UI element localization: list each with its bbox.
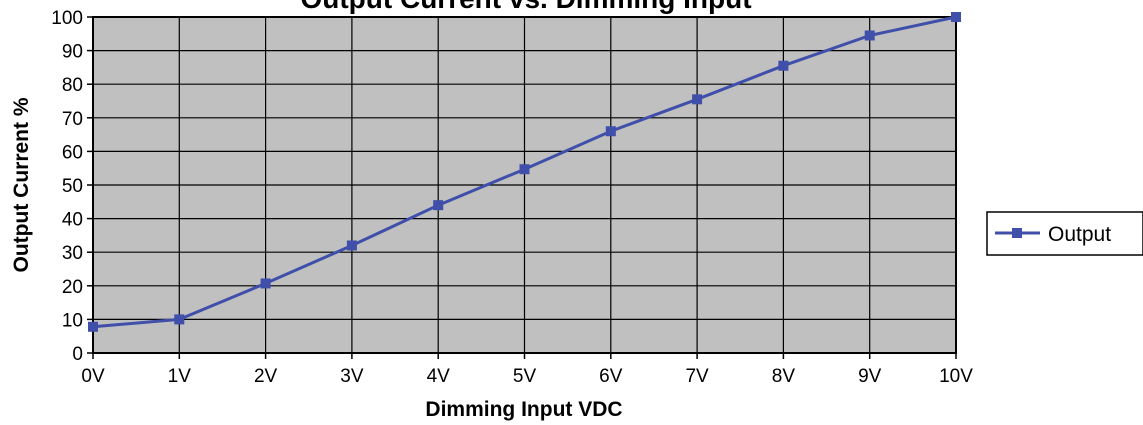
y-tick-label: 30 <box>62 243 83 264</box>
data-point-marker <box>864 30 875 41</box>
y-tick-label: 20 <box>62 277 83 298</box>
y-tick-label: 80 <box>62 75 83 96</box>
y-tick-label: 10 <box>62 310 83 331</box>
chart-title: Output Current vs. Dimming Input <box>300 0 751 14</box>
data-point-marker <box>174 314 185 325</box>
data-point-marker <box>519 164 530 175</box>
x-tick-label: 3V <box>340 366 364 387</box>
data-point-marker <box>778 60 789 71</box>
y-tick-label: 0 <box>72 344 83 365</box>
x-tick-label: 5V <box>513 366 537 387</box>
x-tick-label: 0V <box>81 366 105 387</box>
x-tick-label: 1V <box>168 366 192 387</box>
data-point-marker <box>605 126 616 137</box>
x-tick-label: 7V <box>685 366 709 387</box>
x-tick-label: 8V <box>772 366 796 387</box>
series-output <box>88 12 961 332</box>
legend: Output <box>986 211 1143 256</box>
legend-marker-symbol <box>1012 228 1022 238</box>
x-axis-tick-labels: 0V 1V 2V 3V 4V 5V 6V 7V 8V 9V 10V <box>81 353 973 387</box>
y-tick-label: 100 <box>51 8 83 29</box>
x-axis-title: Dimming Input VDC <box>425 398 622 421</box>
data-point-marker <box>260 278 271 289</box>
y-tick-label: 70 <box>62 109 83 130</box>
y-axis-title: Output Current % <box>10 97 33 272</box>
x-tick-label: 4V <box>427 366 451 387</box>
x-tick-label: 10V <box>939 366 973 387</box>
data-point-marker <box>433 200 444 211</box>
x-tick-label: 2V <box>254 366 278 387</box>
y-tick-label: 90 <box>62 42 83 63</box>
y-tick-label: 40 <box>62 210 83 231</box>
legend-label: Output <box>1048 223 1111 246</box>
y-tick-label: 50 <box>62 176 83 197</box>
y-tick-label: 60 <box>62 142 83 163</box>
data-point-marker <box>88 321 98 332</box>
data-point-marker <box>346 240 357 251</box>
y-axis-tick-labels: 0 10 20 30 40 50 60 70 80 90 100 <box>51 8 93 365</box>
data-point-marker <box>692 94 703 105</box>
x-tick-label: 6V <box>599 366 623 387</box>
data-point-marker <box>951 12 961 22</box>
x-tick-label: 9V <box>858 366 882 387</box>
